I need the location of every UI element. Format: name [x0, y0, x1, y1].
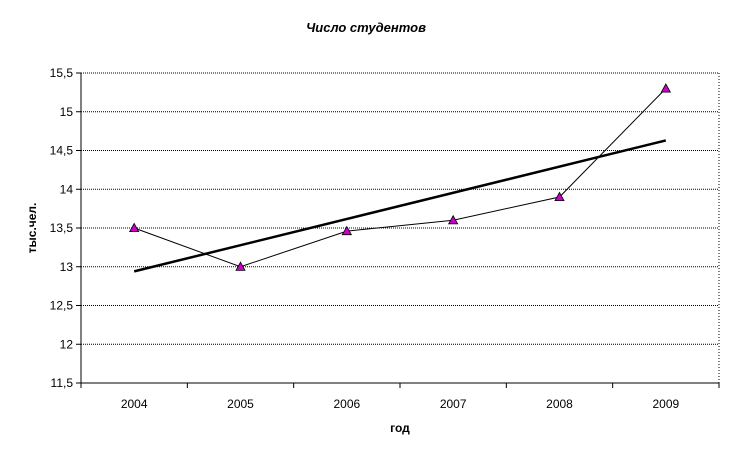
y-tick-label: 13,5 — [50, 221, 74, 235]
x-tick-label: 2004 — [121, 397, 148, 411]
y-tick-label: 11,5 — [51, 376, 74, 390]
tick-labels: 11,5 12 12,5 13 13,5 14 14,5 15 15,5 2004 2005 2006… — [50, 66, 680, 411]
y-tick-label: 15,5 — [50, 66, 74, 80]
x-axis-title: год — [390, 421, 410, 435]
series-layer — [128, 83, 672, 271]
trendline-layer — [133, 139, 667, 273]
x-tick-label: 2007 — [440, 397, 467, 411]
grid — [81, 72, 720, 383]
x-tick-label: 2006 — [333, 397, 360, 411]
y-tick-label: 14,5 — [50, 144, 74, 158]
x-tick-label: 2005 — [227, 397, 254, 411]
axes — [76, 72, 720, 388]
y-tick-label: 15 — [60, 105, 74, 119]
chart-title: Число студентов — [306, 20, 426, 35]
x-tick-label: 2009 — [652, 397, 679, 411]
y-axis-title: тыс.чел. — [25, 203, 39, 254]
y-tick-label: 13 — [60, 260, 74, 274]
y-tick-label: 14 — [60, 182, 74, 196]
data-point-triangle — [341, 225, 353, 236]
y-tick-label: 12 — [60, 337, 74, 351]
data-point-triangle — [554, 191, 565, 202]
data-point-triangle — [235, 261, 246, 271]
data-point-triangle — [660, 83, 672, 93]
trendline — [133, 139, 667, 273]
y-tick-label: 12,5 — [50, 299, 74, 313]
x-tick-label: 2008 — [546, 397, 573, 411]
data-point-triangle — [128, 222, 140, 233]
data-point-triangle — [447, 214, 459, 225]
series-line — [133, 88, 667, 268]
